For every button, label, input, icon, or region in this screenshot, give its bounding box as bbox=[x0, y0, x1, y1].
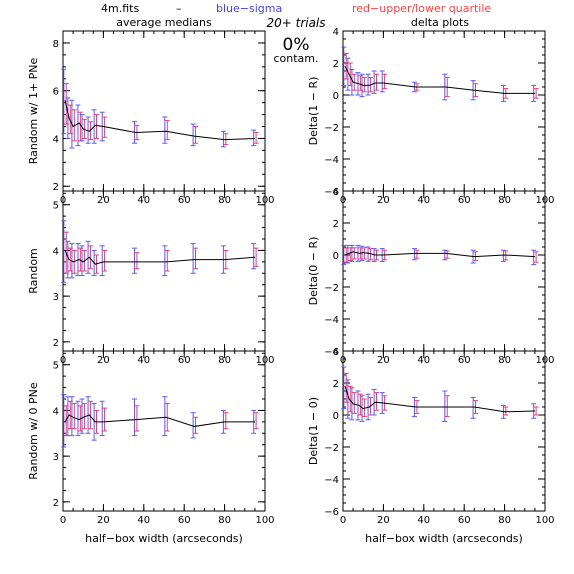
header-blue-label: blue−sigma bbox=[216, 2, 282, 15]
contam-percent: 0% bbox=[283, 35, 310, 55]
x-tick-label: 40 bbox=[137, 355, 150, 366]
x-tick-label: 80 bbox=[218, 195, 231, 206]
y-tick-label: −4 bbox=[324, 475, 339, 486]
x-tick-label: 80 bbox=[218, 355, 231, 366]
left-panel-title: average medians bbox=[116, 16, 212, 29]
median-series-line bbox=[344, 65, 535, 94]
y-axis-label: Random w/ 1+ PNe bbox=[27, 57, 40, 164]
header-red-label: red−upper/lower quartile bbox=[352, 2, 491, 15]
y-tick-label: 2 bbox=[53, 182, 59, 193]
x-tick-label: 20 bbox=[377, 195, 390, 206]
x-tick-label: 80 bbox=[498, 355, 511, 366]
y-axis-label: Random w/ 0 PNe bbox=[27, 382, 40, 480]
y-tick-label: 4 bbox=[53, 246, 59, 257]
y-tick-label: 4 bbox=[53, 134, 59, 145]
x-tick-label: 20 bbox=[377, 355, 390, 366]
plot-frame bbox=[62, 350, 266, 512]
contam-label: contam. bbox=[273, 52, 318, 65]
y-tick-label: 5 bbox=[53, 201, 59, 212]
x-tick-label: 60 bbox=[458, 195, 471, 206]
y-tick-label: 2 bbox=[333, 59, 339, 70]
y-tick-label: 4 bbox=[333, 187, 339, 198]
y-tick-label: −4 bbox=[324, 315, 339, 326]
y-tick-label: 8 bbox=[53, 39, 59, 50]
y-tick-label: −4 bbox=[324, 155, 339, 166]
x-axis-label: half−box width (arcseconds) bbox=[85, 532, 243, 545]
x-tick-label: 80 bbox=[498, 195, 511, 206]
x-tick-label: 20 bbox=[97, 515, 110, 526]
y-tick-label: 0 bbox=[333, 411, 339, 422]
y-tick-label: 2 bbox=[53, 338, 59, 349]
x-tick-label: 40 bbox=[417, 515, 430, 526]
y-axis-label: Delta(1 − R) bbox=[307, 77, 320, 146]
x-tick-label: 80 bbox=[218, 515, 231, 526]
median-series-line bbox=[64, 100, 255, 141]
panel-right-bottom: 0 20 40 60 80 100 −6 −4 −2 0 2 4 Delta(1 − 0) half−bo… bbox=[307, 347, 555, 545]
median-series-line bbox=[344, 386, 535, 413]
header-file: 4m.fits bbox=[101, 2, 139, 15]
right-panel-title: delta plots bbox=[411, 16, 469, 29]
x-tick-label: 20 bbox=[377, 515, 390, 526]
y-tick-label: 5 bbox=[53, 361, 59, 372]
median-series-line bbox=[64, 414, 255, 427]
y-tick-label: 0 bbox=[333, 251, 339, 262]
x-axis-label: half−box width (arcseconds) bbox=[365, 532, 523, 545]
median-series-line bbox=[344, 251, 535, 258]
panel-left-bottom: 0 20 40 60 80 100 2 3 4 5 Random w/ 0 PNe half−box … bbox=[27, 350, 275, 545]
y-tick-label: −2 bbox=[324, 443, 339, 454]
plot-frame bbox=[342, 350, 546, 512]
y-tick-label: 3 bbox=[53, 292, 59, 303]
y-tick-label: 0 bbox=[333, 91, 339, 102]
y-axis-label: Random bbox=[27, 248, 40, 294]
plot-frame bbox=[62, 190, 266, 352]
y-tick-label: 3 bbox=[53, 452, 59, 463]
x-tick-label: 40 bbox=[417, 195, 430, 206]
x-tick-label: 40 bbox=[137, 515, 150, 526]
x-tick-label: 20 bbox=[97, 195, 110, 206]
y-tick-label: 2 bbox=[53, 498, 59, 509]
x-tick-label: 0 bbox=[340, 515, 346, 526]
x-tick-label: 80 bbox=[498, 515, 511, 526]
header-dash: – bbox=[176, 2, 182, 15]
x-tick-label: 100 bbox=[535, 515, 554, 526]
y-tick-label: −2 bbox=[324, 123, 339, 134]
plot-frame bbox=[62, 30, 266, 192]
x-tick-label: 60 bbox=[178, 515, 191, 526]
x-tick-label: 40 bbox=[137, 195, 150, 206]
y-tick-label: 6 bbox=[53, 87, 59, 98]
y-axis-label: Delta(1 − 0) bbox=[307, 397, 320, 465]
x-tick-label: 60 bbox=[458, 355, 471, 366]
x-tick-label: 0 bbox=[60, 515, 66, 526]
y-axis-label: Delta(0 − R) bbox=[307, 237, 320, 306]
y-tick-label: −6 bbox=[324, 187, 339, 198]
x-tick-label: 60 bbox=[178, 195, 191, 206]
y-tick-label: 2 bbox=[333, 379, 339, 390]
plot-frame bbox=[342, 30, 546, 192]
y-tick-label: 4 bbox=[333, 347, 339, 358]
x-tick-label: 40 bbox=[417, 355, 430, 366]
y-tick-label: −2 bbox=[324, 283, 339, 294]
trials-label: 20+ trials bbox=[266, 16, 325, 30]
x-tick-label: 20 bbox=[97, 355, 110, 366]
y-tick-label: −6 bbox=[324, 507, 339, 518]
x-tick-label: 100 bbox=[255, 515, 274, 526]
x-tick-label: 60 bbox=[178, 355, 191, 366]
y-tick-label: 4 bbox=[53, 406, 59, 417]
x-tick-label: 60 bbox=[458, 515, 471, 526]
median-series-line bbox=[64, 250, 255, 265]
plot-frame bbox=[342, 190, 546, 352]
y-tick-label: 2 bbox=[333, 219, 339, 230]
y-tick-label: −6 bbox=[324, 347, 339, 358]
y-tick-label: 4 bbox=[333, 27, 339, 38]
